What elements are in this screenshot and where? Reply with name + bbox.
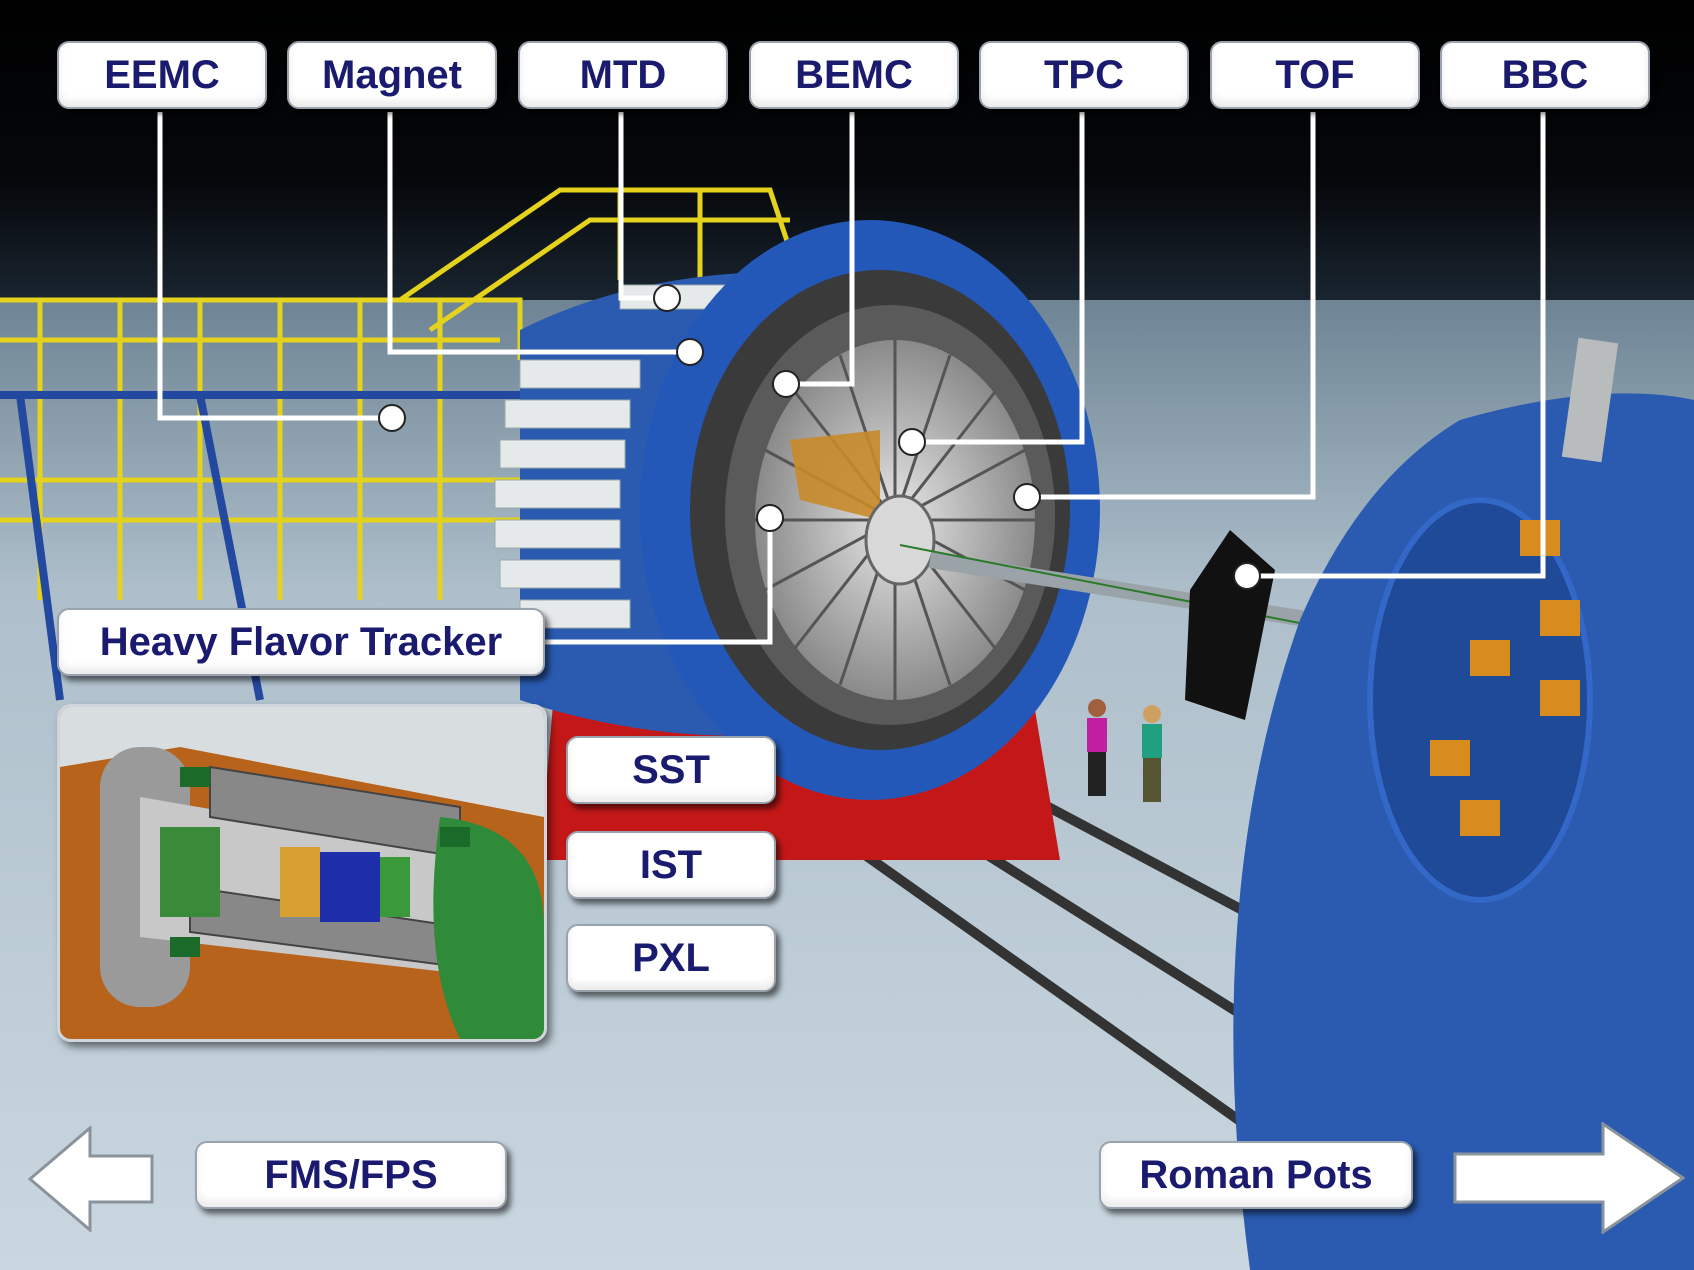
- label-mtd[interactable]: MTD: [518, 41, 728, 109]
- prev-page-button[interactable]: FMS/FPS: [195, 1141, 507, 1209]
- label-heavy-flavor-tracker[interactable]: Heavy Flavor Tracker: [57, 608, 545, 676]
- label-bemc[interactable]: BEMC: [749, 41, 959, 109]
- label-ist[interactable]: IST: [566, 831, 776, 899]
- next-page-button[interactable]: Roman Pots: [1099, 1141, 1413, 1209]
- pole-tip-face: [1367, 497, 1593, 903]
- hft-inset-image: [57, 704, 547, 1042]
- label-tof[interactable]: TOF: [1210, 41, 1420, 109]
- leader-dots: [378, 284, 1261, 590]
- label-eemc[interactable]: EEMC: [57, 41, 267, 109]
- left-arrow-icon[interactable]: [28, 1126, 154, 1232]
- right-arrow-icon[interactable]: [1453, 1122, 1685, 1234]
- label-magnet[interactable]: Magnet: [287, 41, 497, 109]
- label-bbc[interactable]: BBC: [1440, 41, 1650, 109]
- label-sst[interactable]: SST: [566, 736, 776, 804]
- people: [1087, 699, 1162, 802]
- label-pxl[interactable]: PXL: [566, 924, 776, 992]
- roman-pot-support: [1561, 337, 1619, 463]
- label-tpc[interactable]: TPC: [979, 41, 1189, 109]
- tpc-pad-sector: [790, 430, 880, 520]
- leader-lines: [157, 112, 1546, 645]
- endcap-blocks: [1430, 520, 1580, 836]
- beam-pipe-opening: [864, 494, 936, 586]
